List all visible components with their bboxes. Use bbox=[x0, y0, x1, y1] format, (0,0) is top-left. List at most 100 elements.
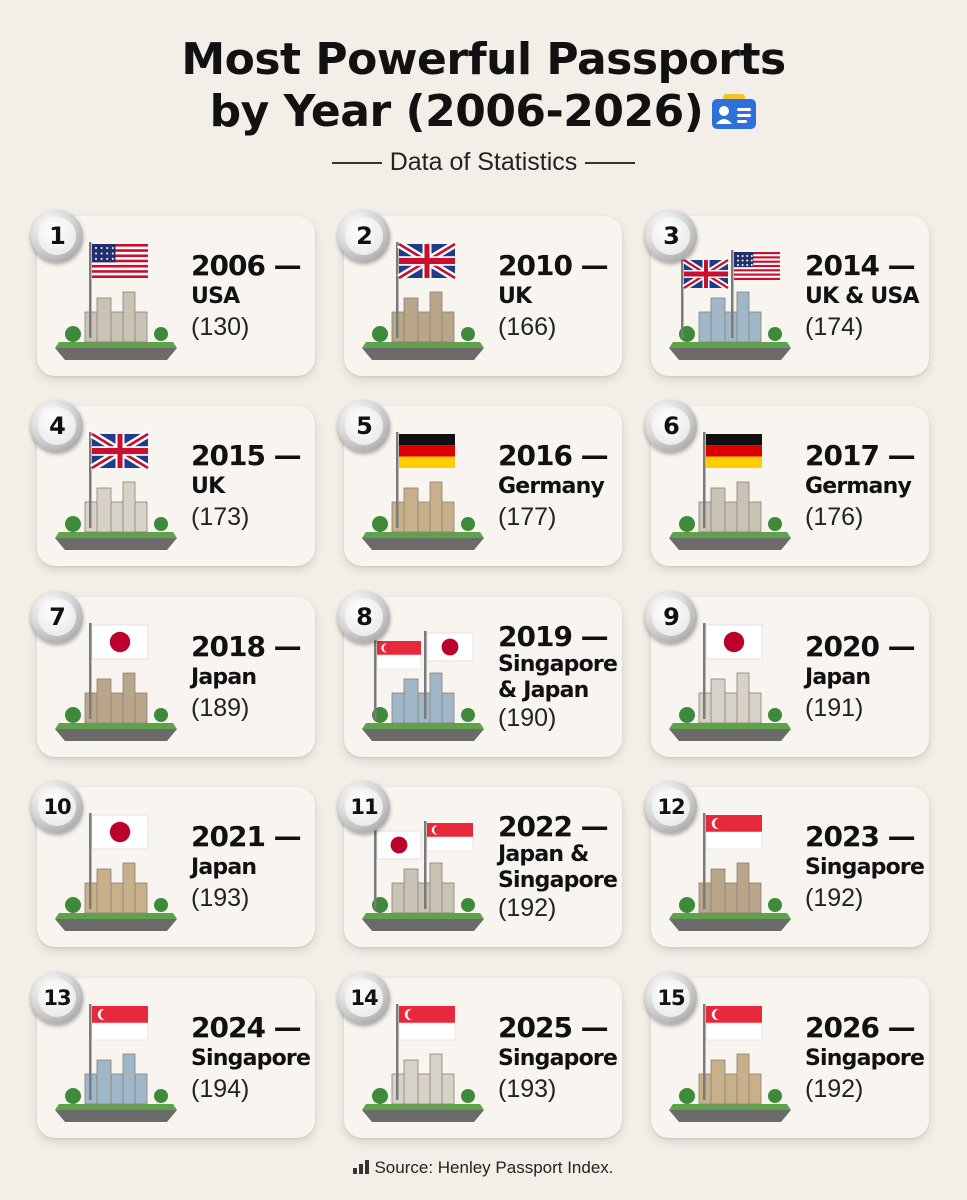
passport-card: 7 2018 — Japan (189) bbox=[31, 591, 315, 757]
country-label-line: Singapore bbox=[498, 652, 618, 677]
visa-free-score: (192) bbox=[498, 894, 557, 922]
passport-card: 9 2020 — Japan (191) bbox=[645, 591, 929, 757]
card-text: 2019 — Singapore & Japan (190) bbox=[498, 597, 622, 757]
rank-badge: 4 bbox=[31, 400, 83, 452]
year-label: 2010 — bbox=[498, 249, 609, 282]
rank-number: 5 bbox=[345, 407, 383, 445]
castle-supertrees-illustration bbox=[362, 821, 484, 931]
visa-free-score: (193) bbox=[498, 1075, 557, 1103]
marina-bay-tokyo-tower-illustration bbox=[362, 631, 484, 741]
visa-free-score: (194) bbox=[191, 1075, 250, 1103]
rank-badge: 15 bbox=[645, 972, 697, 1024]
year-label: 2014 — bbox=[805, 249, 916, 282]
rank-badge: 11 bbox=[338, 781, 390, 833]
country-label-line: Singapore bbox=[498, 868, 618, 893]
passport-card: 15 2026 — Singapore (192) bbox=[645, 972, 929, 1138]
subtitle: Data of Statistics bbox=[0, 148, 967, 177]
visa-free-score: (191) bbox=[805, 694, 864, 722]
visa-free-score: (166) bbox=[498, 313, 557, 341]
year-label: 2018 — bbox=[191, 630, 302, 663]
year-label: 2021 — bbox=[191, 820, 302, 853]
passport-card: 13 2024 — Singapore (194) bbox=[31, 972, 315, 1138]
torii-gate-illustration bbox=[669, 623, 791, 741]
year-label: 2025 — bbox=[498, 1011, 609, 1044]
country-label-line: & Japan bbox=[498, 678, 589, 703]
year-label: 2023 — bbox=[805, 820, 916, 853]
card-text: 2015 — UK (173) bbox=[191, 406, 315, 566]
rank-number: 13 bbox=[38, 979, 76, 1017]
card-text: 2006 — USA (130) bbox=[191, 216, 315, 376]
brandenburg-gate-illustration bbox=[362, 432, 484, 550]
country-label: Japan bbox=[805, 665, 871, 690]
drone-city-illustration bbox=[55, 1004, 177, 1122]
year-label: 2026 — bbox=[805, 1011, 916, 1044]
country-label: USA bbox=[191, 284, 240, 309]
visa-free-score: (193) bbox=[191, 884, 250, 912]
year-label: 2020 — bbox=[805, 630, 916, 663]
passport-card: 8 2019 — Singapore & Japan (190) bbox=[338, 591, 622, 757]
subtitle-text: Data of Statistics bbox=[389, 148, 578, 176]
marina-bay-plane-illustration bbox=[669, 1004, 791, 1122]
passport-card: 1 2006 — USA (130) bbox=[31, 210, 315, 376]
card-text: 2021 — Japan (193) bbox=[191, 787, 315, 947]
year-label: 2006 — bbox=[191, 249, 302, 282]
card-text: 2020 — Japan (191) bbox=[805, 597, 929, 757]
rank-number: 2 bbox=[345, 217, 383, 255]
year-label: 2022 — bbox=[498, 810, 609, 843]
rank-badge: 3 bbox=[645, 210, 697, 262]
passport-card: 4 2015 — UK (173) bbox=[31, 400, 315, 566]
mount-fuji-illustration bbox=[55, 623, 177, 741]
country-label: UK & USA bbox=[805, 284, 920, 309]
rank-badge: 13 bbox=[31, 972, 83, 1024]
rank-badge: 9 bbox=[645, 591, 697, 643]
passport-card: 3 2014 — UK & USA (174) bbox=[645, 210, 929, 376]
card-text: 2018 — Japan (189) bbox=[191, 597, 315, 757]
rank-badge: 10 bbox=[31, 781, 83, 833]
year-label: 2024 — bbox=[191, 1011, 302, 1044]
visa-free-score: (177) bbox=[498, 503, 557, 531]
visa-free-score: (192) bbox=[805, 884, 864, 912]
card-text: 2014 — UK & USA (174) bbox=[805, 216, 929, 376]
rank-badge: 8 bbox=[338, 591, 390, 643]
visa-free-score: (189) bbox=[191, 694, 250, 722]
rank-number: 6 bbox=[652, 407, 690, 445]
rank-badge: 6 bbox=[645, 400, 697, 452]
rank-badge: 14 bbox=[338, 972, 390, 1024]
visa-free-score: (173) bbox=[191, 503, 250, 531]
castle-illustration bbox=[669, 432, 791, 550]
id-card-icon bbox=[712, 94, 757, 129]
country-label: UK bbox=[498, 284, 532, 309]
year-label: 2016 — bbox=[498, 439, 609, 472]
rank-number: 3 bbox=[652, 217, 690, 255]
green-city-illustration bbox=[362, 1004, 484, 1122]
rank-number: 4 bbox=[38, 407, 76, 445]
rank-badge: 1 bbox=[31, 210, 83, 262]
merlion-dome-illustration bbox=[669, 813, 791, 931]
visa-free-score: (192) bbox=[805, 1075, 864, 1103]
rank-badge: 5 bbox=[338, 400, 390, 452]
country-label: Singapore bbox=[805, 1046, 925, 1071]
title-line-2-wrap: by Year (2006-2026) bbox=[0, 86, 967, 138]
card-text: 2023 — Singapore (192) bbox=[805, 787, 929, 947]
source-text: Source: Henley Passport Index. bbox=[374, 1158, 614, 1177]
rank-badge: 7 bbox=[31, 591, 83, 643]
passport-card: 10 2021 — Japan (193) bbox=[31, 781, 315, 947]
year-label: 2019 — bbox=[498, 620, 609, 653]
year-label: 2017 — bbox=[805, 439, 916, 472]
year-label: 2015 — bbox=[191, 439, 302, 472]
card-text: 2026 — Singapore (192) bbox=[805, 978, 929, 1138]
country-label: Germany bbox=[498, 474, 605, 499]
white-house-eagle-illustration bbox=[55, 242, 177, 360]
rank-number: 1 bbox=[38, 217, 76, 255]
rank-number: 15 bbox=[652, 979, 690, 1017]
country-label: Germany bbox=[805, 474, 912, 499]
card-text: 2010 — UK (166) bbox=[498, 216, 622, 376]
country-label: Singapore bbox=[498, 1046, 618, 1071]
country-label: Singapore bbox=[191, 1046, 311, 1071]
card-text: 2022 — Japan & Singapore (192) bbox=[498, 787, 622, 947]
rank-number: 9 bbox=[652, 598, 690, 636]
bar-chart-icon bbox=[353, 1160, 370, 1174]
country-label: Singapore bbox=[805, 855, 925, 880]
visa-free-score: (130) bbox=[191, 313, 250, 341]
big-ben-bus-illustration bbox=[362, 240, 484, 360]
